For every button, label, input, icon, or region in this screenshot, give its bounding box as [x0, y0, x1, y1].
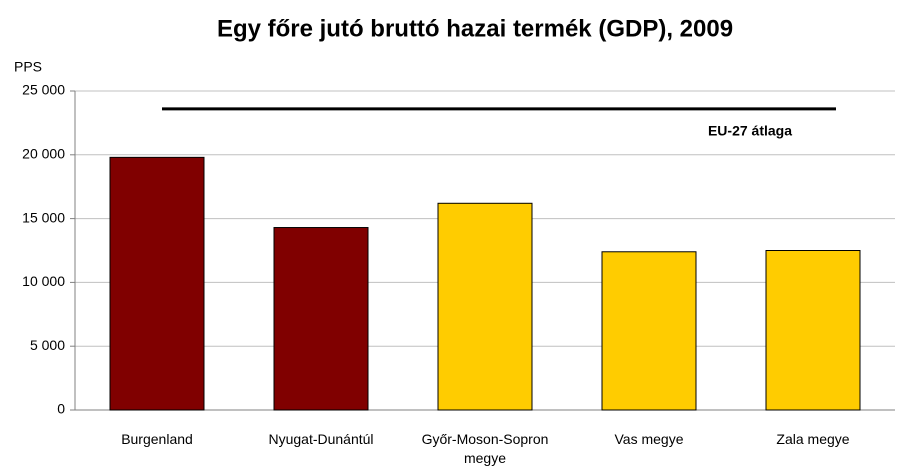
bar — [765, 250, 861, 411]
y-tick-label: 0 — [57, 401, 65, 417]
y-tick-label: 15 000 — [22, 209, 65, 225]
y-tick-label: 5 000 — [30, 337, 65, 353]
bar — [109, 156, 205, 411]
y-tick-label: 25 000 — [22, 82, 65, 98]
y-tick-label: 20 000 — [22, 146, 65, 162]
reference-label: EU-27 átlaga — [708, 123, 792, 139]
bar — [437, 202, 533, 411]
x-tick-label: Nyugat-Dunántúl — [268, 431, 374, 447]
y-axis-label: PPS — [14, 59, 42, 75]
bar — [273, 227, 369, 411]
y-tick-label: 10 000 — [22, 273, 65, 289]
bar — [601, 251, 697, 411]
x-tick-label: Győr-Moson-Sopron megye — [421, 431, 549, 466]
x-tick-label: Zala megye — [776, 431, 850, 447]
x-tick-label: Burgenland — [121, 431, 193, 447]
x-tick-label: Vas megye — [614, 431, 684, 447]
chart-title: Egy főre jutó bruttó hazai termék (GDP),… — [217, 15, 733, 42]
